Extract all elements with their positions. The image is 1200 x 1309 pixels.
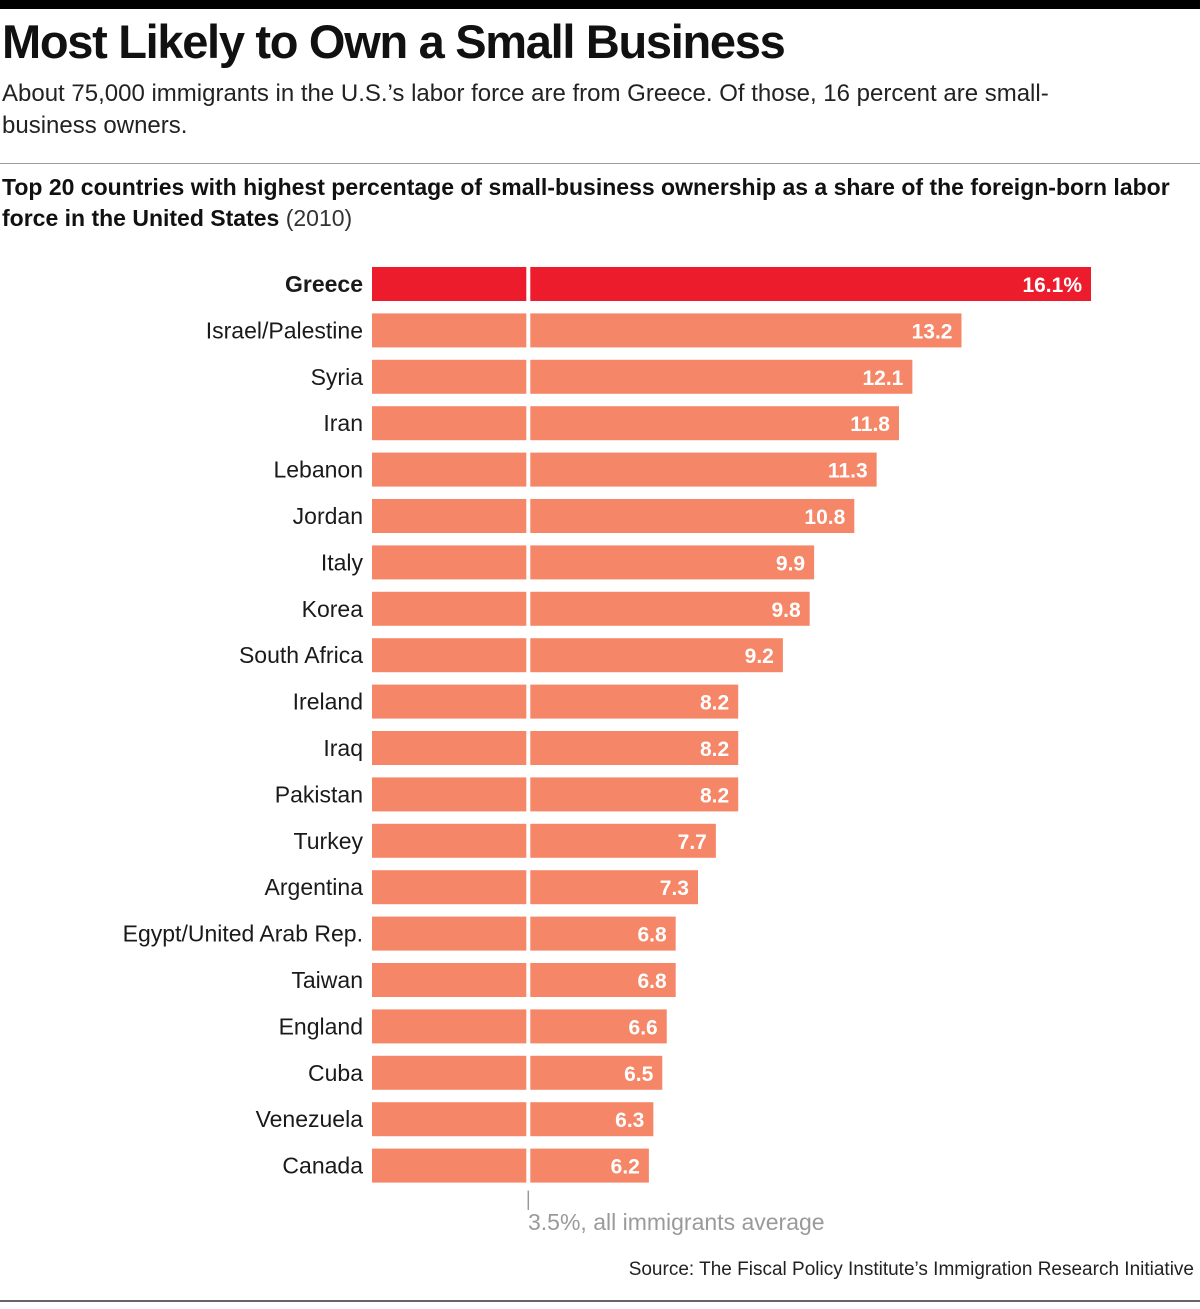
bar-argentina [372,870,699,905]
category-label: Egypt/United Arab Rep. [123,921,363,947]
bar-greece [372,267,1091,301]
value-label: 6.2 [611,1156,640,1179]
bar-canada [372,1148,649,1183]
bar-england [372,1009,667,1044]
category-label: Lebanon [273,457,363,483]
value-label: 6.6 [629,1016,658,1039]
category-label: Jordan [293,503,363,529]
value-label: 6.3 [615,1109,644,1132]
value-label: 6.8 [637,970,667,993]
category-label: Taiwan [291,967,363,993]
source-note: Source: The Fiscal Policy Institute’s Im… [628,1259,1194,1280]
category-label: Pakistan [275,781,363,807]
value-label: 6.5 [624,1063,654,1086]
bar-south-africa [372,638,783,673]
bar-taiwan [372,963,676,997]
bar-egypt-united-arab-rep- [372,916,676,951]
chart-title-text: Top 20 countries with highest percentage… [2,174,1170,231]
value-label: 7.7 [678,831,707,854]
top-rule [0,0,1200,9]
bar-cuba [372,1055,663,1090]
category-label: Israel/Palestine [206,317,363,343]
value-label: 12.1 [862,367,903,390]
category-label: Iraq [323,735,363,761]
bar-korea [372,591,810,626]
category-label: Syria [311,364,364,390]
section-divider [0,163,1200,164]
chart-title: Top 20 countries with highest percentage… [2,172,1182,234]
category-label: Iran [323,410,363,436]
value-label: 16.1% [1022,274,1082,297]
category-label: Greece [285,271,363,297]
value-label: 9.8 [771,599,801,622]
category-label: England [279,1013,363,1039]
value-label: 11.3 [828,460,868,483]
chart-title-year: (2010) [285,205,353,231]
page-subtitle: About 75,000 immigrants in the U.S.’s la… [2,80,1049,139]
bar-pakistan [372,777,739,812]
value-label: 13.2 [912,320,953,343]
bar-ireland [372,684,739,719]
value-label: 6.8 [637,924,667,947]
page-title: Most Likely to Own a Small Business [2,15,786,68]
category-label: South Africa [239,642,363,668]
bar-chart: Greece 16.1% Israel/Palestine 13.2 Syria 12.1… [123,267,1091,1210]
bar-iraq [372,731,739,765]
category-label: Turkey [294,828,364,854]
category-label: Korea [302,596,364,622]
category-label: Italy [321,549,364,575]
category-label: Cuba [308,1060,363,1086]
bar-turkey [372,823,716,858]
value-label: 9.9 [776,552,805,575]
bottom-rule [0,1300,1200,1302]
average-line-label: 3.5%, all immigrants average [528,1209,825,1235]
value-label: 8.2 [700,738,729,761]
bar-lebanon [372,452,877,487]
value-label: 9.2 [745,645,774,668]
value-label: 7.3 [660,877,689,900]
bar-italy [372,545,815,580]
bar-syria [372,359,913,394]
value-label: 11.8 [850,413,890,436]
category-label: Ireland [293,689,363,715]
bar-jordan [372,499,855,533]
category-label: Argentina [265,874,364,900]
category-label: Venezuela [256,1106,364,1132]
value-label: 8.2 [700,784,729,807]
bar-iran [372,406,899,441]
bar-venezuela [372,1102,654,1137]
value-label: 10.8 [804,506,845,529]
value-label: 8.2 [700,692,729,715]
bar-israel-palestine [372,313,962,348]
category-label: Canada [282,1153,363,1179]
